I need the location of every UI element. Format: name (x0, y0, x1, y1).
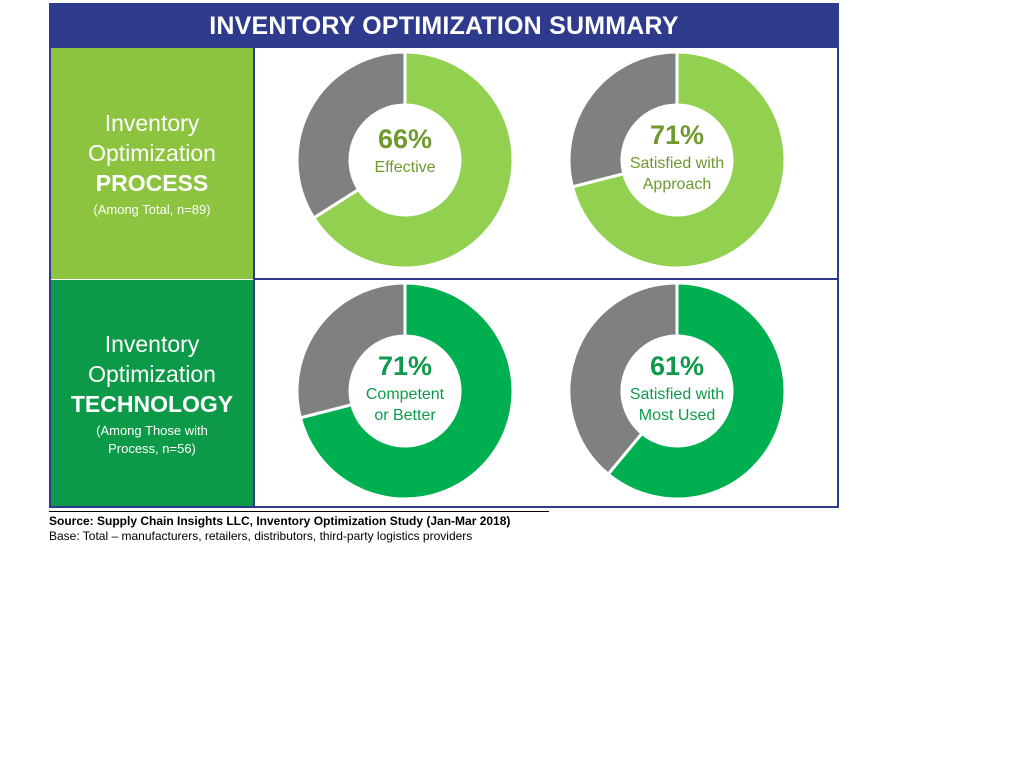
row-label-line2: Optimization (88, 140, 216, 166)
row-label-note: (Among Those with Process, n=56) (96, 422, 208, 458)
source-line: Source: Supply Chain Insights LLC, Inven… (49, 514, 511, 528)
row-label-process: Inventory Optimization PROCESS (Among To… (51, 48, 253, 279)
row-label-line2: Optimization (88, 360, 216, 387)
source-note: Source: Supply Chain Insights LLC, Inven… (49, 511, 549, 544)
row-label-line1: Inventory (104, 110, 200, 136)
row-label-bold: PROCESS (95, 170, 209, 196)
page-title: INVENTORY OPTIMIZATION SUMMARY (51, 5, 837, 48)
base-line: Base: Total – manufacturers, retailers, … (49, 529, 473, 543)
summary-panel: INVENTORY OPTIMIZATION SUMMARY Inventory… (49, 3, 839, 508)
label-divider (51, 279, 253, 280)
row-divider (255, 278, 837, 280)
row-label-line1: Inventory (104, 330, 200, 357)
row-label-note: (Among Total, n=89) (93, 201, 210, 219)
column-divider (253, 48, 255, 506)
row-label-technology: Inventory Optimization TECHNOLOGY (Among… (51, 280, 253, 506)
row-label-note-line: (Among Total, n=89) (93, 202, 211, 217)
row-label-note-line: (Among Those with (96, 422, 208, 438)
row-label-note-line: Process, n=56) (108, 440, 196, 456)
row-label-bold: TECHNOLOGY (70, 390, 234, 417)
